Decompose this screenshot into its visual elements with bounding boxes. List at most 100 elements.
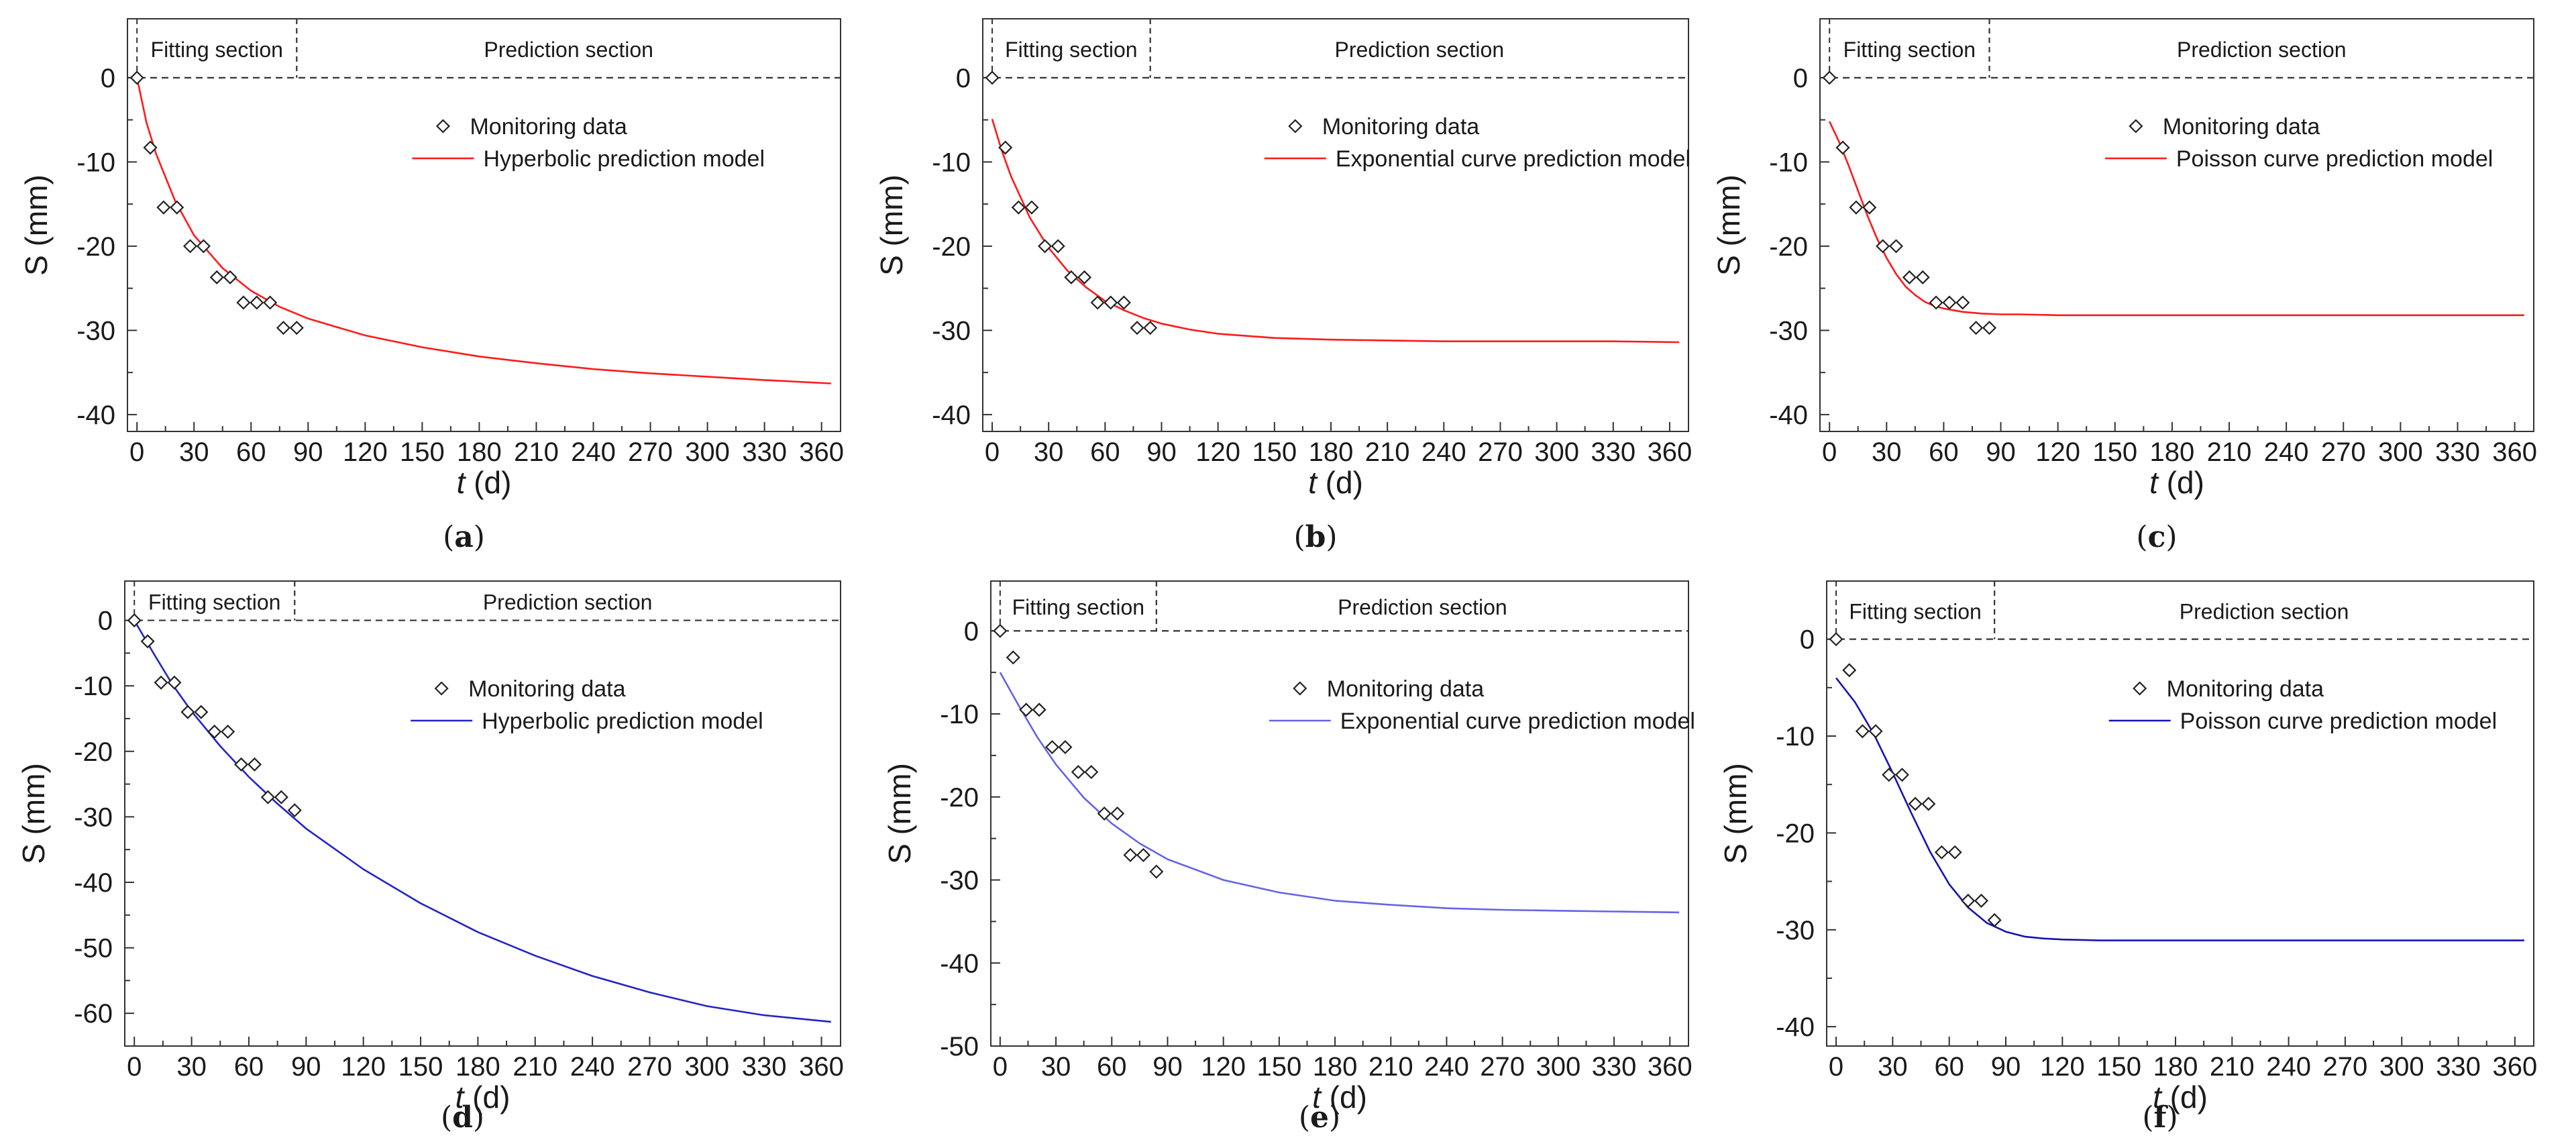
chart-panel-e: Fitting section Prediction section 0 -10 -20… — [882, 580, 1695, 1135]
x-tick-label: 300 — [1536, 1052, 1580, 1082]
data-point — [1934, 845, 1949, 860]
y-axis-label: S (mm) — [16, 763, 51, 864]
data-point — [1011, 200, 1026, 215]
plot-frame — [982, 18, 1689, 432]
data-point — [1038, 239, 1053, 254]
x-tick-label: 0 — [129, 437, 144, 467]
legend-marker-scatter — [434, 681, 449, 696]
x-tick-label: 240 — [570, 1052, 615, 1082]
data-point — [247, 757, 262, 772]
data-point — [1123, 847, 1138, 862]
data-point — [1969, 321, 1984, 335]
data-point — [1947, 845, 1962, 860]
y-tick-label: -20 — [940, 783, 979, 813]
y-tick-label: -20 — [1776, 819, 1815, 848]
data-point — [1955, 295, 1970, 310]
x-axis-label: t (d) — [1308, 465, 1363, 500]
x-tick-label: 90 — [1991, 1052, 2021, 1082]
legend-label-scatter: Monitoring data — [2167, 676, 2324, 702]
caption-paren-close: ) — [2166, 1100, 2178, 1135]
data-point — [1090, 295, 1105, 310]
data-point — [1143, 321, 1158, 335]
x-tick-label: 150 — [398, 1052, 443, 1082]
data-point — [287, 803, 302, 818]
panel-caption: (a) — [443, 520, 485, 554]
prediction-curve — [136, 77, 831, 384]
caption-letter: a — [454, 520, 474, 554]
x-tick-label: 240 — [1424, 1052, 1469, 1082]
x-tick-label: 90 — [1146, 437, 1177, 467]
legend-label-line: Hyperbolic prediction model — [483, 146, 765, 172]
data-point — [234, 757, 249, 772]
caption-paren-close: ) — [1329, 1100, 1340, 1135]
data-point — [1032, 703, 1046, 717]
data-point — [207, 724, 222, 739]
data-point — [1130, 321, 1144, 335]
chart-panel-a: Fitting section Prediction section 0 -10 -20… — [19, 18, 844, 554]
x-axis-label: t (d) — [457, 465, 512, 500]
x-tick-label: 120 — [1201, 1052, 1246, 1082]
x-tick-label: 210 — [2207, 437, 2252, 467]
y-tick-label: -40 — [76, 401, 115, 430]
panel-caption: (b) — [1293, 520, 1337, 554]
legend-label-scatter: Monitoring data — [468, 676, 625, 702]
data-point — [1908, 796, 1923, 811]
y-axis-label: S (mm) — [874, 174, 909, 276]
x-tick-label: 330 — [1592, 1052, 1637, 1082]
fitting-section-label: Fitting section — [1849, 599, 1981, 623]
prediction-section-label: Prediction section — [1335, 38, 1505, 62]
x-tick-label: 0 — [985, 437, 1000, 467]
x-axis-label-unit: (d) — [2158, 465, 2204, 500]
x-tick-label: 0 — [1822, 437, 1837, 467]
data-point — [1982, 321, 1997, 335]
plot-frame — [990, 580, 1689, 1047]
data-point — [1961, 893, 1976, 908]
x-tick-label: 300 — [685, 437, 730, 467]
data-point — [196, 239, 211, 254]
x-tick-label: 300 — [684, 1052, 729, 1082]
x-tick-label: 210 — [514, 437, 559, 467]
x-axis-label-var: t — [1312, 1080, 1322, 1114]
prediction-section-label: Prediction section — [2180, 599, 2349, 623]
y-tick-label: 0 — [98, 607, 113, 636]
legend-label-scatter: Monitoring data — [1322, 114, 1479, 140]
chart-panel-c: Fitting section Prediction section 0 -10 -20… — [1711, 18, 2537, 554]
prediction-curve — [133, 619, 831, 1023]
data-point — [998, 140, 1013, 155]
legend-marker-scatter — [1288, 119, 1303, 134]
data-point — [1929, 295, 1943, 310]
x-tick-label: 210 — [2210, 1052, 2255, 1082]
x-tick-label: 360 — [799, 437, 844, 467]
x-axis-label-var: t — [457, 465, 467, 500]
caption-letter: b — [1305, 520, 1326, 554]
y-axis-label: S (mm) — [19, 174, 54, 276]
plot-frame — [1826, 580, 2534, 1047]
data-point — [1921, 796, 1936, 811]
x-tick-label: 240 — [2266, 1052, 2311, 1082]
data-point — [1894, 768, 1909, 782]
data-point — [1822, 70, 1837, 85]
data-point — [1855, 724, 1870, 739]
data-point — [182, 239, 198, 254]
x-axis-label-unit: (d) — [2161, 1080, 2208, 1114]
x-tick-label: 180 — [455, 1052, 500, 1082]
x-tick-label: 330 — [2436, 1052, 2481, 1082]
data-point — [154, 675, 168, 690]
data-point — [221, 724, 235, 739]
legend-label-line: Poisson curve prediction model — [2176, 146, 2493, 172]
y-tick-label: -30 — [76, 316, 115, 346]
x-tick-label: 150 — [1256, 1052, 1301, 1082]
data-point — [250, 295, 264, 310]
x-tick-label: 270 — [627, 1052, 672, 1082]
data-point — [1024, 200, 1039, 215]
x-tick-label: 270 — [2323, 1052, 2368, 1082]
legend-label-line: Exponential curve prediction model — [1336, 146, 1690, 172]
x-tick-label: 180 — [2153, 1052, 2198, 1082]
data-point — [1987, 913, 2002, 927]
y-tick-label: -10 — [932, 148, 971, 177]
caption-paren-open: ( — [441, 1100, 452, 1135]
x-axis-label-unit: (d) — [465, 465, 511, 500]
data-point — [1071, 765, 1085, 780]
data-point — [1842, 663, 1857, 678]
x-tick-label: 150 — [1252, 437, 1297, 467]
